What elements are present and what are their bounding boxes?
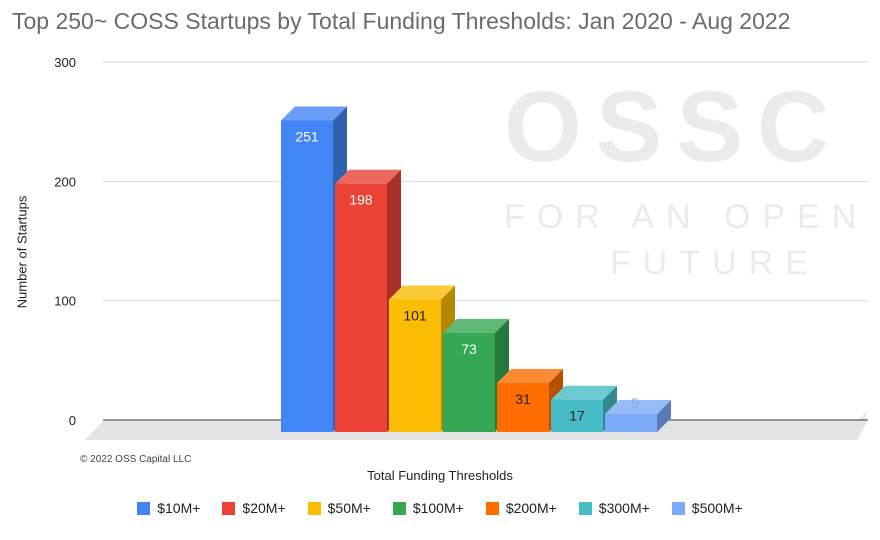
data-label: 251	[295, 128, 319, 144]
legend-label: $500M+	[691, 500, 743, 516]
legend-swatch	[578, 501, 592, 515]
y-tick-label: 200	[54, 174, 76, 189]
y-tick-label: 0	[69, 413, 76, 428]
data-label: 198	[349, 192, 373, 208]
bar-top	[605, 400, 671, 415]
legend-swatch	[307, 501, 321, 515]
legend-item: $500M+	[671, 500, 743, 516]
bar-$20M+	[335, 183, 387, 432]
data-label: 17	[569, 408, 585, 424]
bar-top	[443, 318, 509, 333]
legend-label: $300M+	[598, 500, 650, 516]
legend-swatch	[137, 501, 151, 515]
bar-$200M+	[497, 383, 549, 432]
bar-top	[281, 106, 347, 121]
data-label: 5	[631, 395, 639, 411]
legend-label: $100M+	[412, 500, 464, 516]
legend-swatch	[222, 501, 236, 515]
chart-legend: $10M+ $20M+ $50M+ $100M+ $200M+ $300M+ $500M+	[0, 500, 880, 516]
watermark-tagline-1: FOR AN OPEN	[504, 198, 869, 236]
legend-swatch	[671, 501, 685, 515]
legend-label: $50M+	[327, 500, 371, 516]
legend-item: $20M+	[222, 500, 286, 516]
data-label: 31	[515, 391, 531, 407]
data-label: 101	[403, 307, 427, 323]
bar-$100M+	[443, 332, 495, 432]
y-tick-label: 100	[54, 294, 76, 309]
x-axis-label: Total Funding Thresholds	[367, 468, 513, 483]
legend-swatch	[485, 501, 499, 515]
bar-side	[657, 400, 671, 432]
bar-top	[389, 285, 455, 300]
legend-swatch	[392, 501, 406, 515]
bar-top	[497, 369, 563, 384]
bar-top	[551, 385, 617, 400]
bar-$50M+	[389, 299, 441, 432]
watermark-logo: OSSC	[504, 71, 844, 183]
y-axis-label: Number of Startups	[14, 195, 30, 309]
copyright-text: © 2022 OSS Capital LLC	[80, 454, 192, 465]
y-tick-label: 300	[54, 55, 76, 70]
bar-$300M+	[551, 399, 603, 432]
legend-item: $50M+	[307, 500, 371, 516]
watermark-tagline-2: FUTURE	[610, 244, 820, 282]
legend-label: $10M+	[157, 500, 201, 516]
legend-item: $100M+	[392, 500, 464, 516]
bar-$500M+	[605, 414, 657, 432]
bar-top	[335, 169, 401, 184]
legend-item: $200M+	[485, 500, 557, 516]
legend-label: $200M+	[505, 500, 557, 516]
legend-item: $300M+	[578, 500, 650, 516]
legend-label: $20M+	[242, 500, 286, 516]
data-label: 73	[461, 341, 477, 357]
legend-item: $10M+	[137, 500, 200, 516]
chart-title: Top 250~ COSS Startups by Total Funding …	[12, 8, 791, 34]
bar-$10M+	[281, 120, 333, 433]
